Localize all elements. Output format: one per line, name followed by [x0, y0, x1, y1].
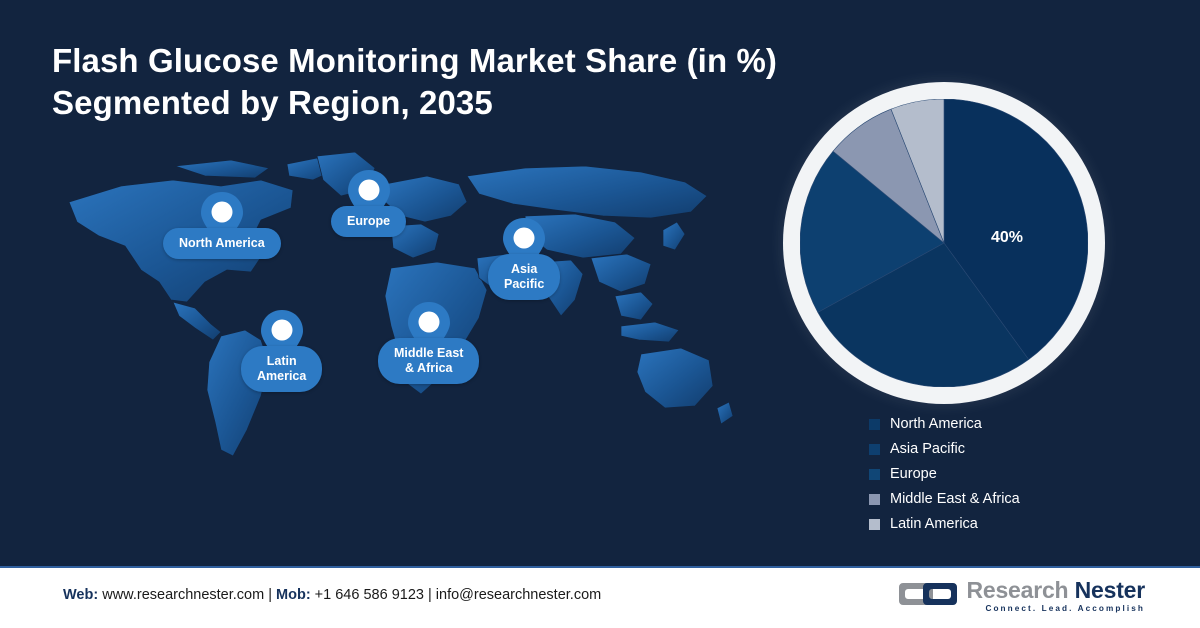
- map-pin-middle-east-africa[interactable]: Middle East & Africa: [378, 302, 480, 384]
- logo-name-nester: Nester: [1068, 577, 1146, 604]
- pie-slice[interactable]: [800, 150, 945, 313]
- legend-item[interactable]: North America: [869, 412, 1020, 436]
- pie-data-label: 40%: [991, 229, 1024, 246]
- footer-separator-1: |: [268, 587, 277, 603]
- chart-legend: North America Asia Pacific Europe Middle Ea…: [869, 412, 1020, 537]
- map-pin-asia-pacific[interactable]: Asia Pacific: [488, 218, 561, 300]
- legend-item[interactable]: Europe: [869, 462, 1020, 486]
- logo-name-research: Research: [966, 577, 1069, 604]
- footer-contact: Web: www.researchnester.com | Mob: +1 64…: [63, 587, 601, 603]
- map-pin-label: North America: [163, 228, 281, 259]
- footer-email[interactable]: info@researchnester.com: [435, 587, 602, 603]
- legend-item[interactable]: Middle East & Africa: [869, 487, 1020, 511]
- logo-tagline: Connect. Lead. Accomplish: [985, 604, 1145, 614]
- footer-web-label: Web:: [63, 587, 99, 603]
- legend-swatch: [869, 468, 880, 480]
- pie-slice[interactable]: [817, 242, 1030, 387]
- legend-label: Latin America: [890, 516, 978, 532]
- footer-mob-value: +1 646 586 9123: [310, 587, 428, 603]
- research-nester-logo[interactable]: Research Nester Connect. Lead. Accomplis…: [899, 579, 1145, 614]
- title-line-2: Segmented by Region, 2035: [52, 84, 493, 121]
- title-line-1: Flash Glucose Monitoring Market Share (i…: [52, 42, 778, 79]
- page-title: Flash Glucose Monitoring Market Share (i…: [52, 40, 892, 124]
- footer-web-value[interactable]: www.researchnester.com: [98, 587, 269, 603]
- map-pin-label: Asia Pacific: [488, 254, 561, 300]
- legend-swatch: [869, 518, 880, 530]
- legend-label: Asia Pacific: [890, 441, 965, 457]
- legend-label: Europe: [890, 466, 937, 482]
- map-pin-europe[interactable]: Europe: [331, 170, 407, 237]
- legend-swatch: [869, 493, 880, 505]
- map-pin-north-america[interactable]: North America: [163, 192, 281, 259]
- map-pin-label: Middle East & Africa: [378, 338, 480, 384]
- map-pin-label: Europe: [331, 206, 407, 237]
- footer-bar: Web: www.researchnester.com | Mob: +1 64…: [0, 566, 1200, 628]
- map-pin-latin-america[interactable]: Latin America: [241, 310, 323, 392]
- logo-mark-icon: [899, 579, 958, 614]
- logo-text: Research Nester Connect. Lead. Accomplis…: [966, 579, 1145, 613]
- legend-label: Middle East & Africa: [890, 491, 1020, 507]
- legend-swatch: [869, 443, 880, 455]
- logo-wordmark: Research Nester: [966, 577, 1145, 603]
- legend-item[interactable]: Latin America: [869, 512, 1020, 536]
- footer-separator-2: |: [427, 587, 436, 603]
- footer-mob-label: Mob:: [276, 587, 311, 603]
- pie-slice[interactable]: [890, 99, 945, 244]
- pie-chart: 40%: [783, 82, 1105, 404]
- world-map: North America Europe Asia Pacific: [55, 150, 735, 480]
- map-pin-label: Latin America: [241, 346, 323, 392]
- legend-swatch: [869, 418, 880, 430]
- legend-label: North America: [890, 416, 982, 432]
- pie-slice[interactable]: [943, 99, 1088, 360]
- pie-chart-graphic: [800, 99, 1088, 387]
- legend-item[interactable]: Asia Pacific: [869, 437, 1020, 461]
